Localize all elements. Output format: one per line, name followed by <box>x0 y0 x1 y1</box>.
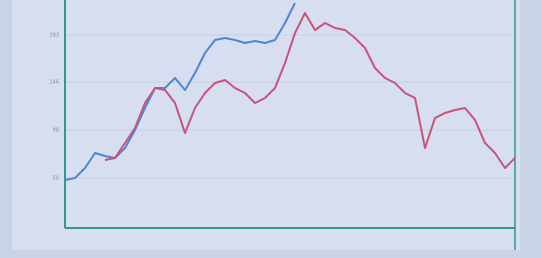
chart: 50 98 146 193 <box>0 0 541 258</box>
y-tick-label: 50 <box>53 176 59 182</box>
y-tick-label: 193 <box>49 33 59 39</box>
y-tick-label: 98 <box>53 128 59 134</box>
screen <box>12 0 520 250</box>
y-tick-label: 146 <box>49 80 59 86</box>
